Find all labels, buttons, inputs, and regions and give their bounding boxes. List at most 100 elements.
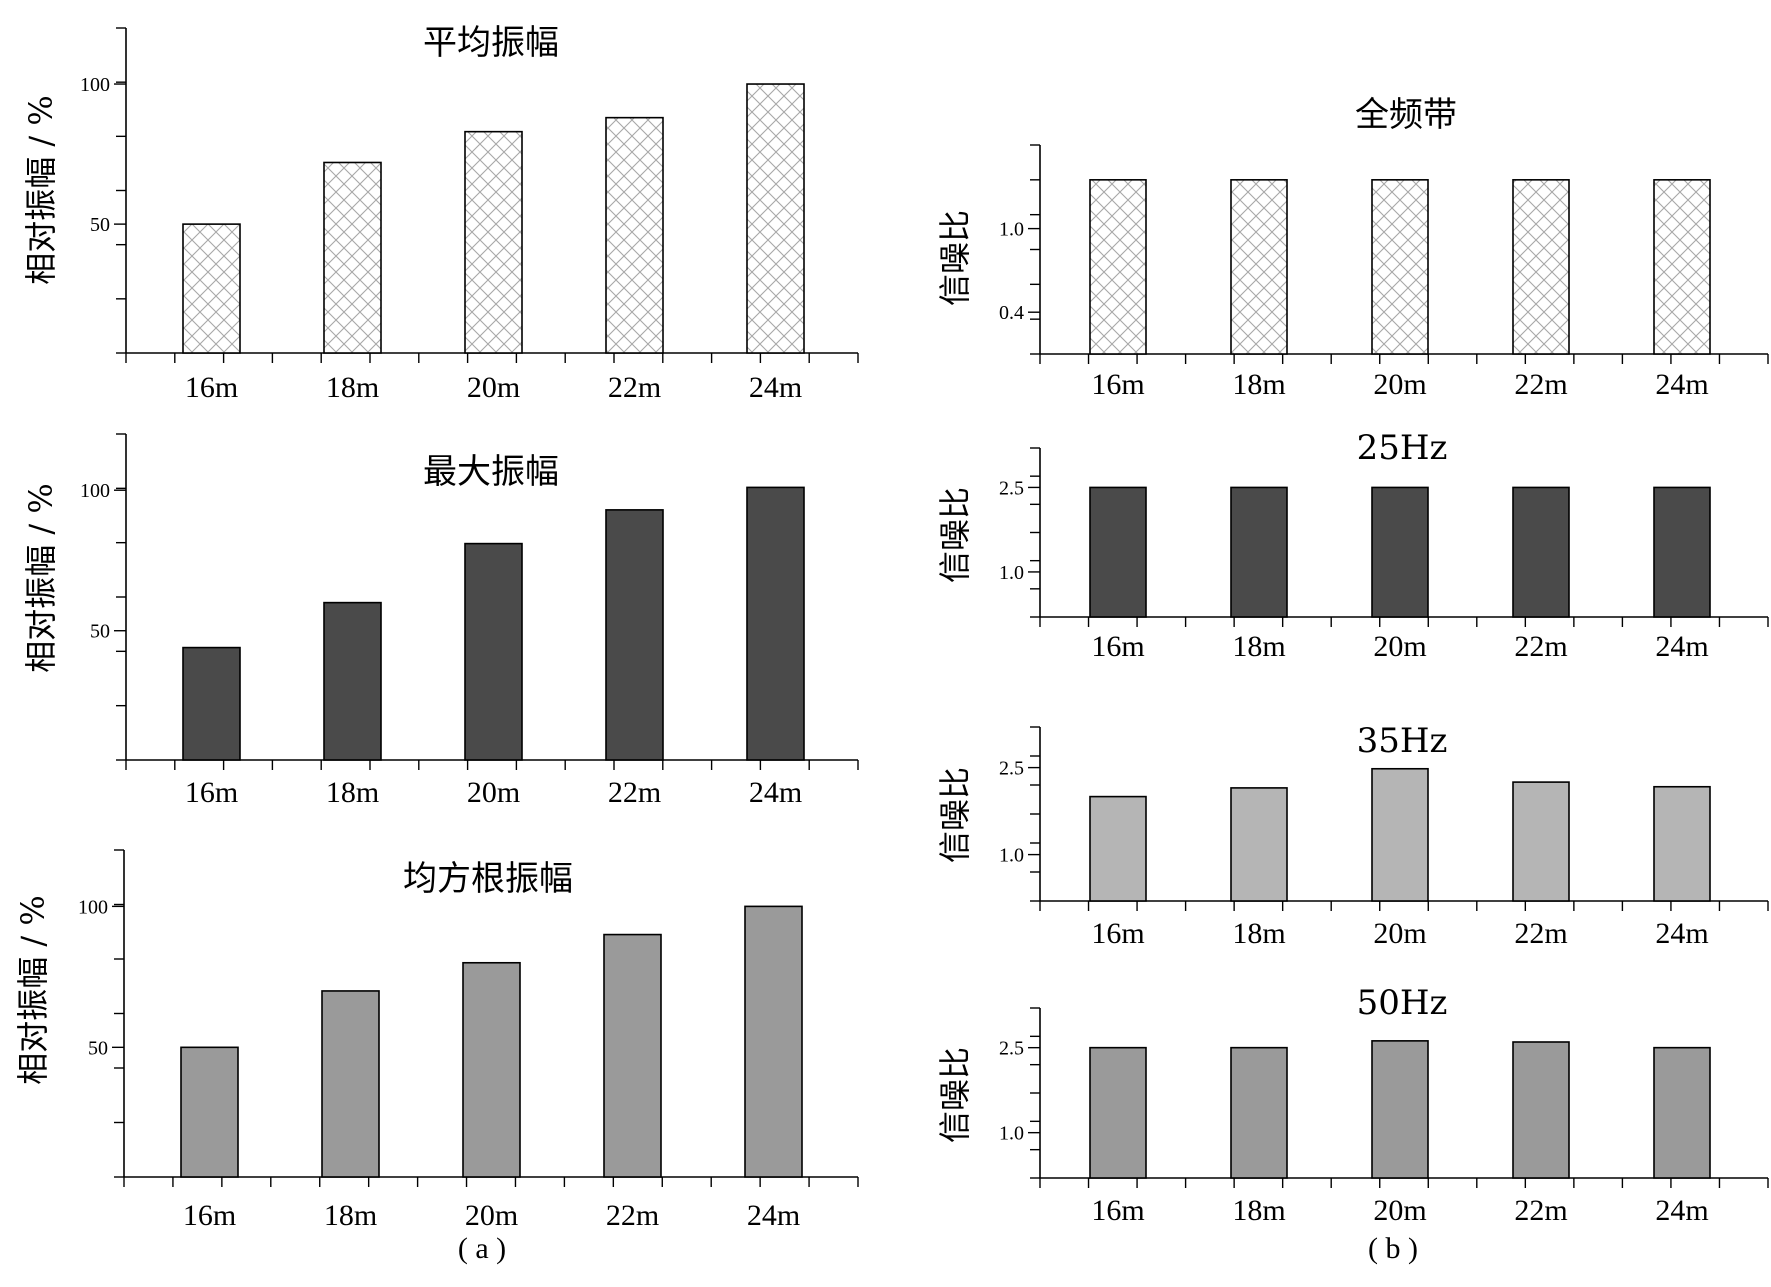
chart-title: 最大振幅 [423,452,559,492]
bar-18m [321,990,380,1178]
chart-snr_35: 1.0 2.5 16m 18m 20m 22m 24m 35Hz 信噪比 [936,721,1769,950]
y-tick-label: 2.5 [999,1038,1024,1060]
x-tick-label: 22m [1514,368,1567,401]
y-axis-label: 相对振幅 / % [22,95,60,285]
x-tick-label: 20m [1373,1194,1426,1227]
bar-22m [1512,1041,1570,1179]
bar-18m [1230,486,1288,618]
x-tick-label: 16m [185,776,238,809]
x-tick-label: 24m [747,1199,800,1232]
x-tick-label: 18m [324,1199,377,1232]
x-tick-label: 20m [467,776,520,809]
x-tick-label: 22m [1514,1194,1567,1227]
bar-24m [744,905,803,1178]
y-tick-label: 50 [88,1037,108,1059]
bar-24m [746,83,805,354]
x-tick-label: 22m [1514,917,1567,950]
x-tick-label: 24m [749,371,802,404]
x-tick-label: 22m [608,371,661,404]
bar-18m [1230,1046,1288,1179]
y-tick-label: 1.0 [999,1123,1024,1145]
bar-22m [605,509,664,761]
bar-18m [1230,787,1288,902]
x-tick-label: 22m [1514,630,1567,663]
bar-22m [1512,486,1570,618]
chart-title: 均方根振幅 [403,859,573,899]
bar-16m [1089,179,1147,355]
y-tick-label: 1.0 [999,219,1024,241]
x-tick-label: 20m [1373,368,1426,401]
x-tick-label: 24m [1655,917,1708,950]
x-tick-label: 16m [185,371,238,404]
y-tick-label: 2.5 [999,477,1024,499]
bar-24m [1653,179,1711,355]
x-tick-label: 22m [608,776,661,809]
x-tick-label: 20m [1373,630,1426,663]
chart-snr_50: 1.0 2.5 16m 18m 20m 22m 24m 50Hz 信噪比 [936,983,1769,1227]
bar-22m [603,933,662,1178]
y-tick-label: 100 [80,480,110,502]
bar-22m [1512,781,1570,902]
chart-snr_25: 1.0 2.5 16m 18m 20m 22m 24m 25Hz 信噪比 [936,428,1769,663]
chart-title: 全频带 [1355,95,1457,135]
x-tick-label: 18m [1232,368,1285,401]
x-tick-label: 24m [1655,1194,1708,1227]
bar-16m [182,646,241,761]
bar-18m [323,161,382,354]
x-tick-label: 22m [606,1199,659,1232]
bar-24m [1653,486,1711,618]
y-axis-label: 信噪比 [936,767,974,863]
chart-title: 50Hz [1357,983,1448,1023]
bar-20m [462,961,521,1178]
bar-16m [1089,486,1147,618]
caption-b: ( b ) [1368,1232,1418,1265]
bar-20m [1371,1040,1429,1179]
x-tick-label: 18m [1232,917,1285,950]
bar-18m [323,601,382,761]
y-axis-label: 相对振幅 / % [22,483,60,673]
x-tick-label: 20m [465,1199,518,1232]
x-tick-label: 16m [183,1199,236,1232]
x-tick-label: 16m [1091,630,1144,663]
x-tick-label: 16m [1091,917,1144,950]
x-tick-label: 18m [326,776,379,809]
x-tick-label: 16m [1091,1194,1144,1227]
x-tick-label: 18m [326,371,379,404]
x-tick-label: 20m [467,371,520,404]
bar-24m [1653,1046,1711,1179]
bar-20m [1371,486,1429,618]
bar-20m [1371,767,1429,902]
bar-24m [1653,785,1711,902]
y-axis-label: 信噪比 [936,1047,974,1143]
y-tick-label: 0.4 [999,302,1024,324]
chart-title: 25Hz [1357,428,1448,468]
bar-24m [746,486,805,761]
y-tick-label: 50 [90,214,110,236]
y-tick-label: 100 [80,74,110,96]
y-axis-label: 信噪比 [936,487,974,583]
chart-title: 35Hz [1357,721,1448,761]
x-tick-label: 16m [1091,368,1144,401]
chart-title: 平均振幅 [423,23,559,63]
x-tick-label: 18m [1232,1194,1285,1227]
y-axis-label: 信噪比 [936,210,974,306]
bar-18m [1230,179,1288,355]
x-tick-label: 18m [1232,630,1285,663]
y-tick-label: 1.0 [999,845,1024,867]
bar-16m [1089,795,1147,902]
bar-16m [182,223,241,354]
x-tick-label: 24m [749,776,802,809]
y-tick-label: 100 [78,896,108,918]
y-tick-label: 50 [90,621,110,643]
bar-16m [1089,1046,1147,1179]
bar-20m [464,130,523,354]
y-axis-label: 相对振幅 / % [14,895,52,1085]
x-tick-label: 24m [1655,630,1708,663]
y-tick-label: 2.5 [999,758,1024,780]
